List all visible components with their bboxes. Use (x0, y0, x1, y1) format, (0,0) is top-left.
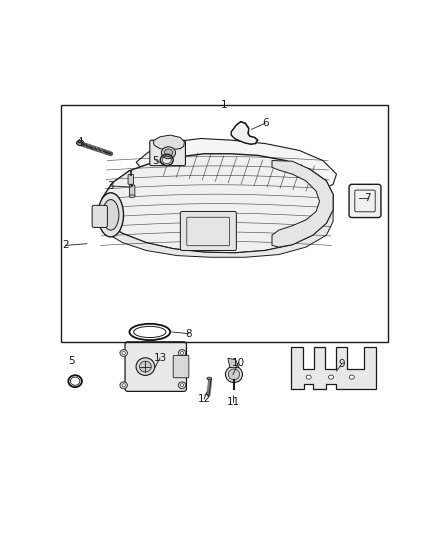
Ellipse shape (178, 350, 186, 357)
Ellipse shape (120, 382, 127, 389)
FancyBboxPatch shape (349, 184, 381, 217)
Ellipse shape (139, 361, 151, 372)
FancyBboxPatch shape (180, 212, 237, 251)
Text: 2: 2 (63, 240, 69, 251)
Text: 7: 7 (364, 193, 371, 203)
Ellipse shape (180, 351, 184, 354)
FancyBboxPatch shape (92, 205, 107, 228)
Text: 3: 3 (107, 181, 114, 191)
FancyBboxPatch shape (150, 140, 185, 166)
Ellipse shape (226, 366, 243, 383)
FancyBboxPatch shape (173, 356, 189, 378)
Text: 10: 10 (232, 358, 245, 368)
Ellipse shape (178, 382, 186, 389)
Ellipse shape (306, 375, 311, 379)
Ellipse shape (136, 358, 155, 375)
Ellipse shape (122, 351, 125, 354)
Text: 9: 9 (338, 359, 345, 369)
Polygon shape (99, 154, 333, 253)
Ellipse shape (328, 375, 334, 379)
Ellipse shape (102, 199, 119, 230)
Ellipse shape (77, 140, 84, 146)
Text: 11: 11 (226, 397, 240, 407)
Ellipse shape (180, 384, 184, 387)
Text: 12: 12 (198, 394, 211, 404)
Ellipse shape (349, 375, 354, 379)
Polygon shape (231, 122, 258, 144)
Polygon shape (99, 210, 333, 257)
Text: 13: 13 (153, 353, 166, 363)
Ellipse shape (164, 149, 173, 157)
Ellipse shape (129, 195, 135, 198)
Text: 1: 1 (221, 100, 228, 110)
Polygon shape (291, 347, 375, 389)
Polygon shape (272, 160, 333, 247)
Text: 5: 5 (68, 357, 74, 367)
Ellipse shape (120, 350, 127, 357)
Ellipse shape (207, 377, 212, 380)
FancyBboxPatch shape (125, 342, 187, 391)
Ellipse shape (228, 369, 240, 380)
Polygon shape (136, 139, 336, 195)
Ellipse shape (98, 193, 124, 237)
FancyBboxPatch shape (130, 185, 135, 196)
Polygon shape (228, 358, 239, 368)
Text: 4: 4 (77, 137, 84, 147)
Text: 8: 8 (186, 329, 192, 338)
Ellipse shape (161, 147, 176, 159)
Ellipse shape (122, 384, 125, 387)
Text: 5: 5 (152, 156, 159, 166)
Bar (61, 104, 389, 342)
Text: 6: 6 (262, 118, 268, 128)
FancyBboxPatch shape (128, 174, 134, 184)
Polygon shape (153, 135, 184, 150)
